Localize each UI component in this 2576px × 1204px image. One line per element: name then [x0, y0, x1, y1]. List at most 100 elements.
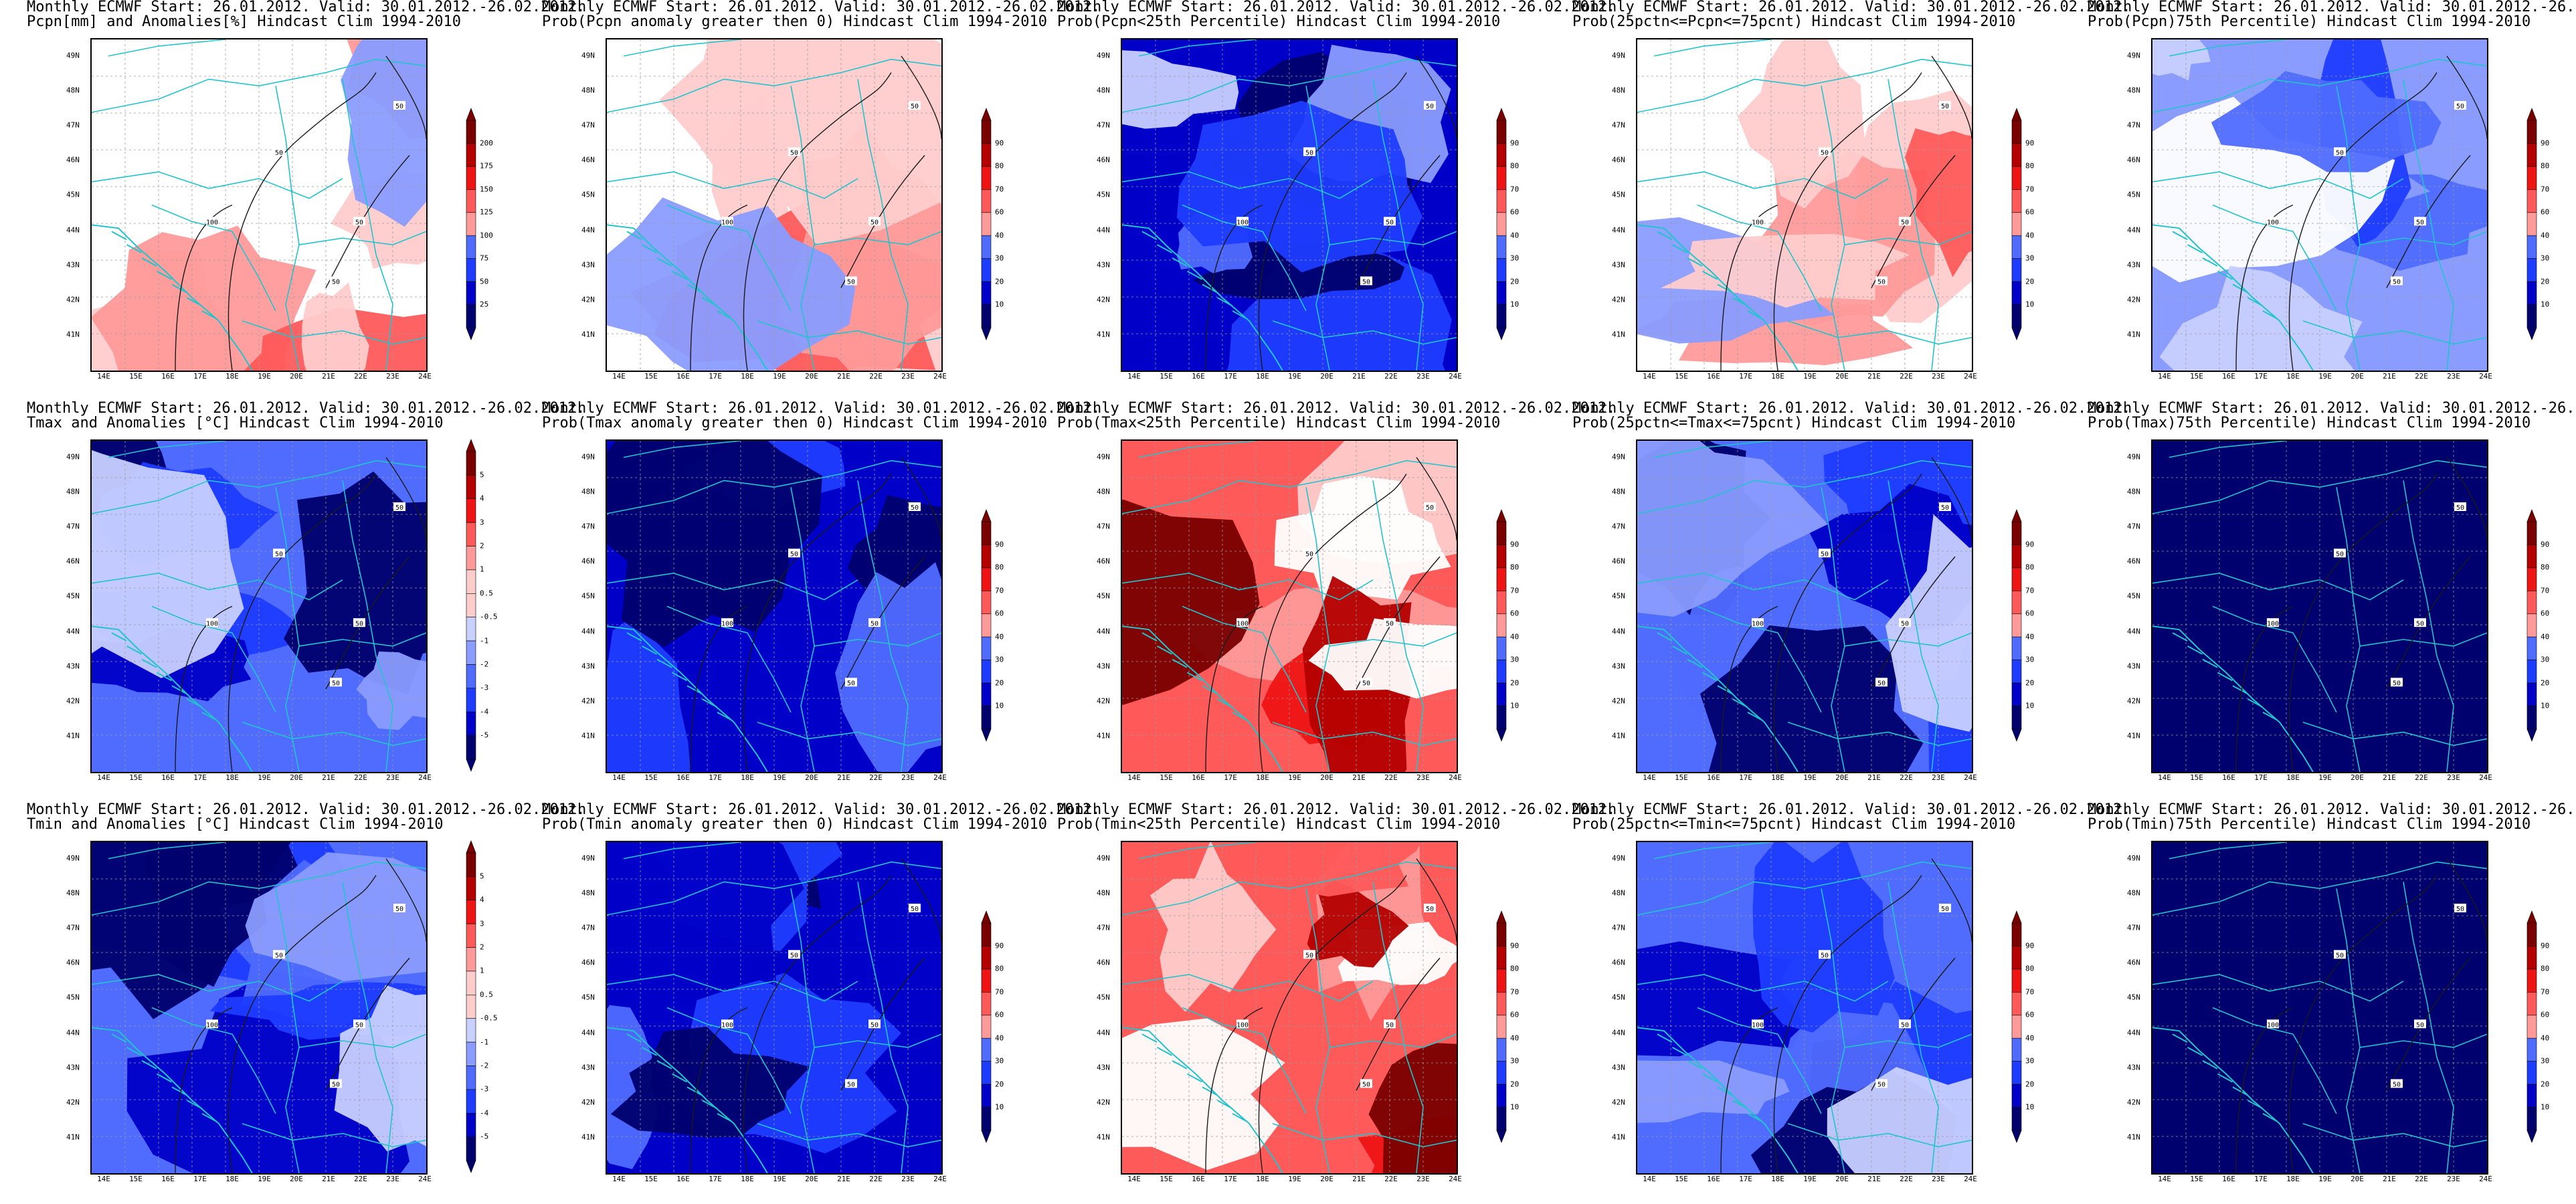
colorbar-tick-label: -3	[480, 1084, 489, 1094]
lon-tick-label: 14E	[2158, 773, 2171, 782]
svg-text:100: 100	[721, 1021, 733, 1029]
panel-title-line1: Monthly ECMWF Start: 26.01.2012. Valid: …	[27, 0, 585, 15]
lat-tick-label: 44N	[1097, 627, 1110, 636]
colorbar-tick-label: 10	[2025, 701, 2035, 710]
colorbar-tick-label: 20	[1510, 277, 1520, 286]
map-plot-area: 50 100 50 50 50	[1121, 439, 1458, 773]
colorbar-tick-label: 175	[480, 161, 493, 171]
map-panel: Monthly ECMWF Start: 26.01.2012. Valid: …	[2061, 401, 2576, 803]
colorbar-tick-label: 3	[480, 518, 484, 527]
svg-text:50: 50	[847, 278, 855, 286]
svg-text:50: 50	[1426, 103, 1434, 110]
panel-title-line2: Prob(Tmin anomaly greater then 0) Hindca…	[542, 816, 1047, 833]
map-field: 50 100 50 50 50	[2152, 39, 2487, 371]
colorbar-tick-label: 30	[995, 254, 1004, 263]
lon-tick-label: 14E	[2158, 372, 2171, 381]
contour-label: 100	[2267, 1019, 2279, 1029]
lat-tick-label: 43N	[581, 260, 595, 270]
lat-tick-label: 47N	[1097, 923, 1110, 932]
lon-tick-label: 17E	[709, 1175, 722, 1183]
lat-tick-label: 48N	[66, 86, 80, 95]
lon-tick-label: 17E	[193, 773, 207, 782]
lat-tick-label: 42N	[66, 696, 80, 706]
contour-label: 50	[2414, 618, 2426, 627]
lat-tick-label: 41N	[1097, 330, 1110, 339]
svg-text:50: 50	[790, 550, 798, 558]
lon-tick-label: 17E	[2254, 372, 2268, 381]
lon-tick-label: 17E	[193, 372, 207, 381]
lat-tick-label: 49N	[1612, 854, 1625, 863]
lon-tick-label: 21E	[2383, 773, 2396, 782]
lon-tick-label: 23E	[1932, 372, 1945, 381]
colorbar-tick-label: 70	[2541, 586, 2550, 595]
lon-tick-label: 23E	[1416, 1175, 1430, 1183]
contour-label: 100	[206, 618, 218, 627]
lat-tick-label: 48N	[1612, 888, 1625, 898]
svg-text:50: 50	[1426, 504, 1434, 512]
colorbar-tick-label: 40	[1510, 632, 1520, 641]
lat-tick-label: 43N	[581, 1063, 595, 1072]
lat-tick-label: 46N	[581, 155, 595, 165]
svg-text:50: 50	[1362, 278, 1370, 286]
lat-tick-label: 41N	[581, 731, 595, 740]
lat-tick-label: 41N	[581, 1132, 595, 1142]
colorbar	[981, 910, 992, 1143]
panel-title-line1: Monthly ECMWF Start: 26.01.2012. Valid: …	[542, 400, 1101, 417]
colorbar-tick-label: 75	[480, 254, 489, 263]
colorbar	[981, 107, 992, 340]
colorbar	[466, 839, 476, 1173]
lon-tick-label: 22E	[354, 1175, 367, 1183]
svg-text:100: 100	[2267, 219, 2279, 226]
panel-title-line2: Prob(Tmin)75th Percentile) Hindcast Clim…	[2088, 816, 2531, 833]
lon-tick-label: 22E	[869, 372, 883, 381]
lat-tick-label: 46N	[1612, 958, 1625, 967]
panel-title-line2: Tmax and Anomalies [°C] Hindcast Clim 19…	[27, 415, 444, 431]
lon-tick-label: 21E	[322, 773, 335, 782]
lat-tick-label: 41N	[2127, 731, 2140, 740]
lat-tick-label: 45N	[1097, 993, 1110, 1002]
map-field: 50 100 50 50 50	[2152, 441, 2487, 772]
lon-tick-label: 16E	[1192, 1175, 1205, 1183]
svg-text:50: 50	[1941, 103, 1949, 110]
lon-tick-label: 23E	[1416, 372, 1430, 381]
svg-text:50: 50	[1305, 952, 1313, 959]
colorbar-tick-label: 90	[1510, 540, 1520, 549]
colorbar-tick-label: 40	[995, 632, 1004, 641]
lon-tick-label: 24E	[2479, 773, 2492, 782]
lat-tick-label: 47N	[1612, 923, 1625, 932]
lon-tick-label: 23E	[386, 1175, 399, 1183]
lon-tick-label: 15E	[129, 1175, 143, 1183]
panel-title: Monthly ECMWF Start: 26.01.2012. Valid: …	[2088, 401, 2576, 431]
colorbar-tick-label: 80	[2025, 161, 2035, 171]
lat-tick-label: 42N	[581, 696, 595, 706]
lat-tick-label: 45N	[1612, 190, 1625, 199]
svg-text:100: 100	[1236, 620, 1249, 627]
contour-label: 50	[1939, 101, 1951, 110]
contour-label: 100	[1752, 1019, 1764, 1029]
lat-tick-label: 42N	[581, 295, 595, 304]
lon-tick-label: 20E	[805, 773, 818, 782]
lon-tick-label: 14E	[612, 1175, 626, 1183]
lon-tick-label: 23E	[1932, 773, 1945, 782]
lon-tick-label: 19E	[2318, 773, 2332, 782]
lat-tick-label: 49N	[1097, 452, 1110, 462]
lon-tick-label: 18E	[1256, 1175, 1269, 1183]
colorbar-tick-label: 25	[480, 300, 489, 309]
svg-text:100: 100	[2267, 620, 2279, 627]
svg-text:50: 50	[1901, 1021, 1909, 1029]
lon-tick-label: 16E	[1707, 773, 1720, 782]
panel-title-line1: Monthly ECMWF Start: 26.01.2012. Valid: …	[27, 400, 585, 417]
map-field: 50 100 50 50 50	[1122, 39, 1457, 371]
lat-tick-label: 47N	[2127, 120, 2140, 130]
lon-tick-label: 21E	[837, 1175, 850, 1183]
lat-tick-label: 45N	[1097, 190, 1110, 199]
map-plot-area: 50 100 50 50 50	[1121, 841, 1458, 1175]
colorbar-tick-label: 90	[995, 138, 1004, 148]
svg-text:50: 50	[1901, 219, 1909, 226]
contour-label: 50	[2334, 147, 2346, 157]
lat-tick-label: 49N	[66, 854, 80, 863]
panel-title: Monthly ECMWF Start: 26.01.2012. Valid: …	[542, 401, 1100, 431]
lon-tick-label: 15E	[644, 1175, 658, 1183]
colorbar-tick-label: 4	[480, 895, 484, 904]
lat-tick-label: 43N	[1097, 662, 1110, 671]
